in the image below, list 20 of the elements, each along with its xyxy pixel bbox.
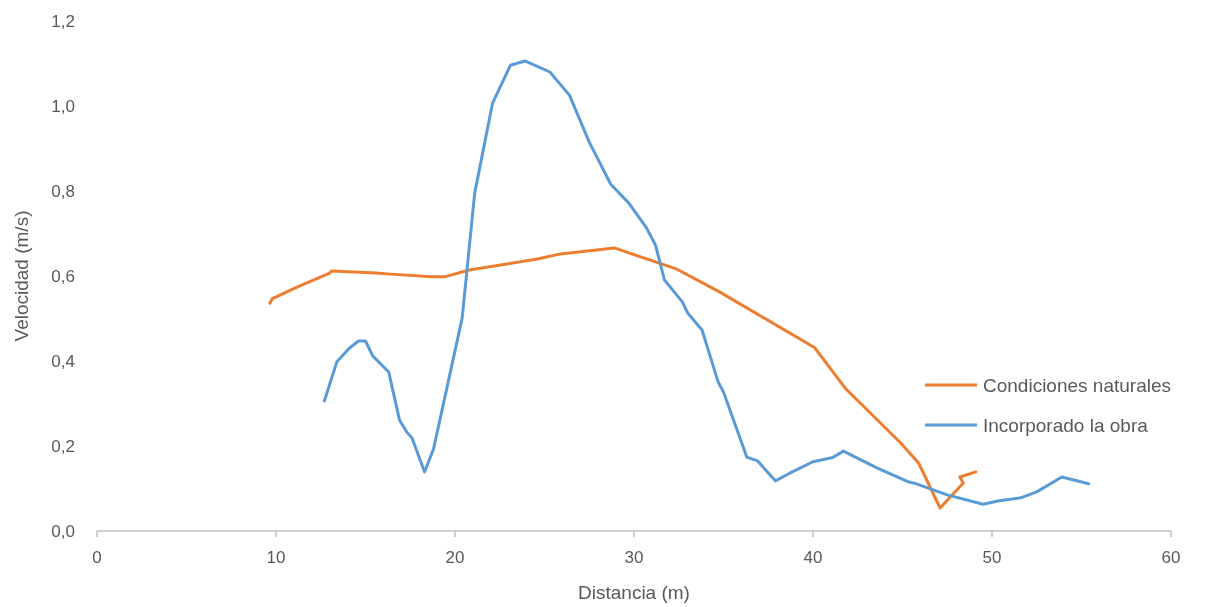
- legend-label: Condiciones naturales: [983, 375, 1172, 396]
- y-tick-label: 0,2: [51, 437, 75, 456]
- x-tick-label: 20: [445, 548, 465, 567]
- y-tick-label: 1,0: [51, 97, 75, 116]
- x-tick-label: 60: [1161, 548, 1181, 567]
- x-tick-label: 0: [92, 548, 102, 567]
- y-tick-label: 0,0: [51, 522, 75, 541]
- line-series: [322, 59, 1091, 506]
- y-tick-label: 0,8: [51, 182, 75, 201]
- x-axis-title: Distancia (m): [578, 582, 690, 603]
- line-series: [268, 246, 978, 510]
- legend-label: Incorporado la obra: [983, 415, 1149, 436]
- y-tick-label: 1,2: [51, 12, 75, 31]
- y-tick-label: 0,6: [51, 267, 75, 286]
- y-axis-title: Velocidad (m/s): [11, 210, 32, 342]
- x-tick-label: 50: [982, 548, 1002, 567]
- x-tick-label: 40: [803, 548, 823, 567]
- x-tick-label: 10: [266, 548, 286, 567]
- x-tick-label: 30: [624, 548, 644, 567]
- y-tick-label: 0,4: [51, 352, 75, 371]
